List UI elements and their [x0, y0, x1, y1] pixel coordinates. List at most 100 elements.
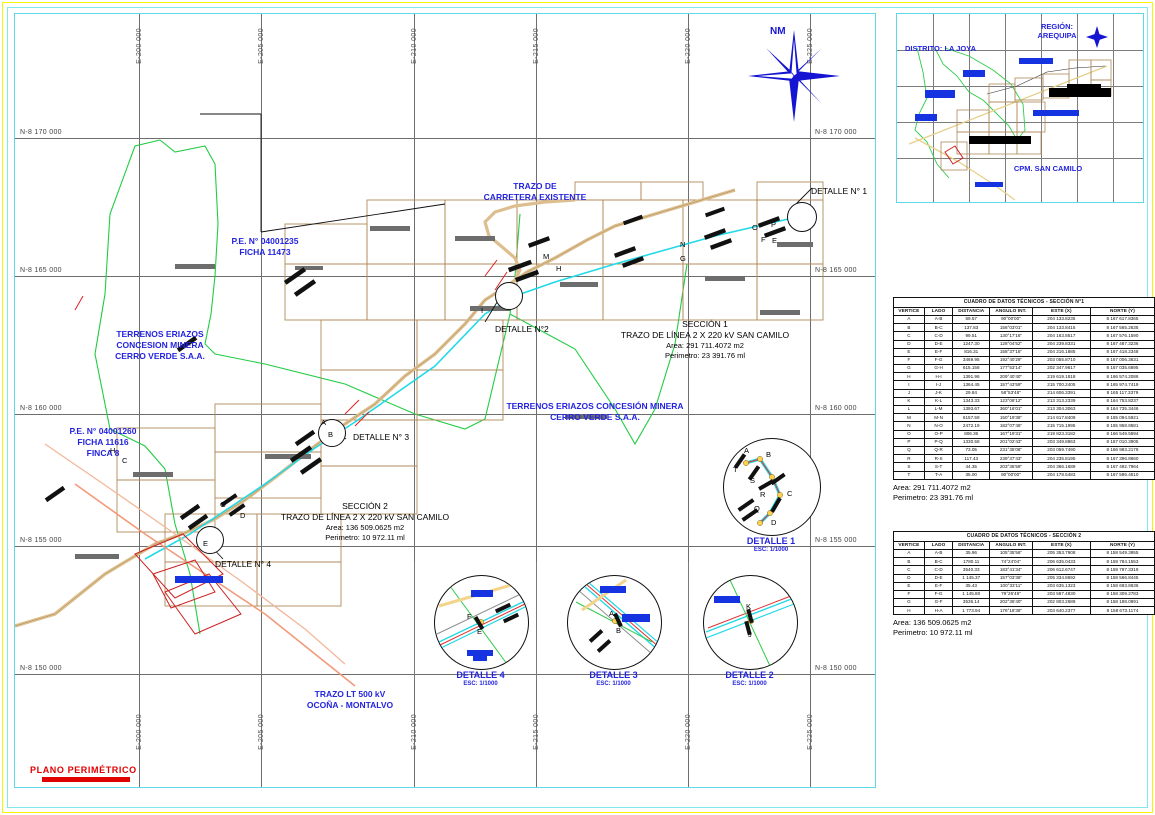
location-key-map[interactable]: REGIÓN: AREQUIPA DISTRITO: LA JOYA CPM. …: [896, 13, 1144, 203]
table-cell-estex: 215 700.2405: [1031, 380, 1091, 390]
table-cell-nortey: 8 167 576.1590: [1089, 331, 1155, 341]
table-cell-anguloint: 360°16'01": [989, 405, 1033, 415]
title-block: PLANO PERIMÉTRICO: [30, 765, 137, 782]
col-este: ESTE (X): [1031, 306, 1091, 316]
table-cell-lado: B-C: [923, 323, 954, 333]
table-cell-anguloint: 167°19'31": [989, 429, 1033, 439]
table-row: A A-B 35.96 105°35'56" 205 353.7908 8 158 549…: [893, 548, 1155, 559]
table-cell-distancia: 806.36: [952, 429, 991, 439]
table-cell-lado: F-G: [923, 355, 954, 366]
table-cell-nortey: 8 165 117.3379: [1089, 388, 1155, 398]
axis-tick-east: E-205 000: [258, 714, 265, 750]
table-cell-distancia: 1 773.94: [952, 606, 991, 616]
table-2-footer: Area: 136 509.0625 m2 Perimetro: 10 972.…: [893, 618, 1155, 638]
table-cell-lado: R-S: [923, 454, 954, 464]
label-line: P.E. N° 04001260: [69, 426, 137, 436]
table-cell-lado: N-O: [923, 421, 954, 431]
col-lado: LADO: [923, 540, 954, 550]
label-line: FICHA 11473: [239, 247, 291, 257]
detail-circle-1[interactable]: A B T S R C Q D: [723, 438, 821, 536]
table-cell-estex: 203 059.7490: [1031, 445, 1091, 456]
label-terrenos-eriazos-right: TERRENOS ERIAZOS CONCESIÓN MINERA CERRO …: [455, 401, 735, 423]
cuadro-datos-tecnicos-seccion-1: CUADRO DE DATOS TÉCNICOS - SECCIÓN N°1 V…: [893, 297, 1155, 480]
table-cell-distancia: 3469.95: [952, 355, 991, 366]
detail-circle-1-scale: ESC: 1/1000: [753, 547, 789, 553]
axis-tick-north: N-8 155 000: [20, 537, 62, 544]
detail3-vertex-B: B: [616, 626, 622, 635]
table-cell-lado: F-G: [923, 589, 954, 600]
table-cell-vertice: A: [893, 314, 925, 325]
table-cell-nortey: 8 158 693.8636: [1089, 581, 1155, 591]
table-cell-anguloint: 100°33'11": [989, 581, 1033, 591]
key-map-site-label: CPM. SAN CAMILO: [1013, 164, 1083, 173]
table-cell-anguloint: 209°40'40": [989, 372, 1033, 382]
detail-band-separator: [688, 562, 689, 680]
axis-tick-north: N-8 165 000: [20, 267, 62, 274]
table-cell-estex: 213 313.2339: [1031, 396, 1091, 407]
key-grid-v: [1113, 14, 1114, 202]
table-cell-distancia: 29.84: [952, 388, 991, 398]
table-cell-nortey: 8 167 492.7964: [1089, 462, 1155, 472]
detail-circle-3[interactable]: A B: [567, 575, 662, 670]
section-1-perimeter: Perimetro: 23 391.76 ml: [664, 351, 746, 360]
grid-line-h: [15, 674, 875, 675]
table-cell-anguloint: 79°26'49": [989, 589, 1033, 600]
detail2-vertex-J: J: [748, 630, 752, 639]
key-grid-v: [1077, 14, 1078, 202]
axis-tick-east: E-200 000: [136, 714, 143, 750]
detail-circle-4[interactable]: F E: [434, 575, 529, 670]
table-cell-anguloint: 105°35'56": [989, 548, 1033, 559]
table-row: J J-K 29.84 58°53'48" 214 606.3391 8 165 117.…: [893, 388, 1155, 398]
vertex-label-E2: E: [772, 236, 778, 245]
key-grid-v: [1041, 14, 1042, 202]
section-1-block: SECCIÓN 1 TRAZO DE LÍNEA 2 X 220 kV SAN …: [585, 319, 825, 361]
vertex-label-F: F: [761, 235, 766, 244]
table-block-seccion-1: CUADRO DE DATOS TÉCNICOS - SECCIÓN N°1 V…: [893, 297, 1155, 503]
title-underline-bar: [42, 777, 130, 782]
table-cell-estex: 204 133.8235: [1031, 314, 1091, 325]
detail3-vertex-A: A: [609, 609, 615, 618]
table-cell-vertice: I: [893, 380, 925, 390]
table-cell-vertice: D: [893, 339, 925, 349]
col-norte: NORTE (Y): [1089, 540, 1155, 550]
table-cell-vertice: E: [893, 347, 925, 357]
table-cell-lado: C-D: [923, 331, 954, 341]
detalle-1-callout: DETALLE N° 1: [811, 186, 868, 196]
table-cell-anguloint: 201°02'43": [989, 437, 1033, 447]
section-2-block: SECCIÓN 2 TRAZO DE LÍNEA 2 X 220 kV SAN …: [240, 501, 490, 543]
table-row: G G-F 3536.14 202°36'40" 202 803.2689 8 158 1…: [893, 598, 1155, 608]
detail-marker-1[interactable]: [787, 202, 817, 232]
detail-circle-1-caption: DETALLE 1: [746, 536, 796, 546]
table-cell-lado: H-I: [923, 372, 954, 382]
detail1-vertex-A: A: [744, 446, 750, 455]
vertex-label-N: N: [680, 240, 686, 249]
table-cell-vertice: Q: [893, 445, 925, 456]
axis-tick-east: E-210 000: [411, 714, 418, 750]
table-cell-lado: O-P: [923, 429, 954, 439]
table-row: E E-F 35.43 100°33'11" 203 635.1323 8 158 693…: [893, 581, 1155, 591]
detail-marker-4[interactable]: [196, 526, 224, 554]
table-cell-vertice: F: [893, 589, 925, 600]
vertex-label-P: P: [771, 220, 777, 229]
table-cell-estex: 206 612.6747: [1031, 565, 1091, 575]
table-cell-vertice: J: [893, 388, 925, 398]
table-cell-lado: D-E: [923, 339, 954, 349]
detail-marker-2[interactable]: [495, 282, 523, 310]
detail1-vertex-B: B: [766, 450, 772, 459]
detail1-vertex-T: T: [733, 465, 738, 474]
table-cell-vertice: G: [893, 364, 925, 374]
detail-marker-3[interactable]: [318, 419, 346, 447]
table-cell-estex: 202 347.9617: [1031, 364, 1091, 374]
grid-line-v: [414, 14, 415, 787]
table-cell-estex: 203 635.1323: [1031, 581, 1091, 591]
table-1-footer: Area: 291 711.4072 m2 Perimetro: 23 391.…: [893, 483, 1155, 503]
key-grid-v: [969, 14, 970, 202]
table-cell-lado: E-F: [923, 347, 954, 357]
table-cell-nortey: 8 167 010.3905: [1089, 437, 1155, 447]
detail-circle-2[interactable]: K J: [703, 575, 798, 670]
table-cell-vertice: D: [893, 573, 925, 583]
main-map-panel[interactable]: E-200 000 E-205 000 E-210 000 E-215 000 …: [14, 13, 876, 788]
table-cell-anguloint: 150°19'36": [989, 413, 1033, 423]
table-cell-vertice: C: [893, 331, 925, 341]
